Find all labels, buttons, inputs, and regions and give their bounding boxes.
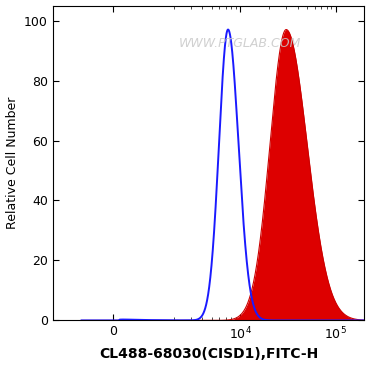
Text: WWW.PTGLAB.COM: WWW.PTGLAB.COM [179, 37, 301, 50]
X-axis label: CL488-68030(CISD1),FITC-H: CL488-68030(CISD1),FITC-H [99, 348, 318, 361]
Y-axis label: Relative Cell Number: Relative Cell Number [6, 97, 18, 229]
